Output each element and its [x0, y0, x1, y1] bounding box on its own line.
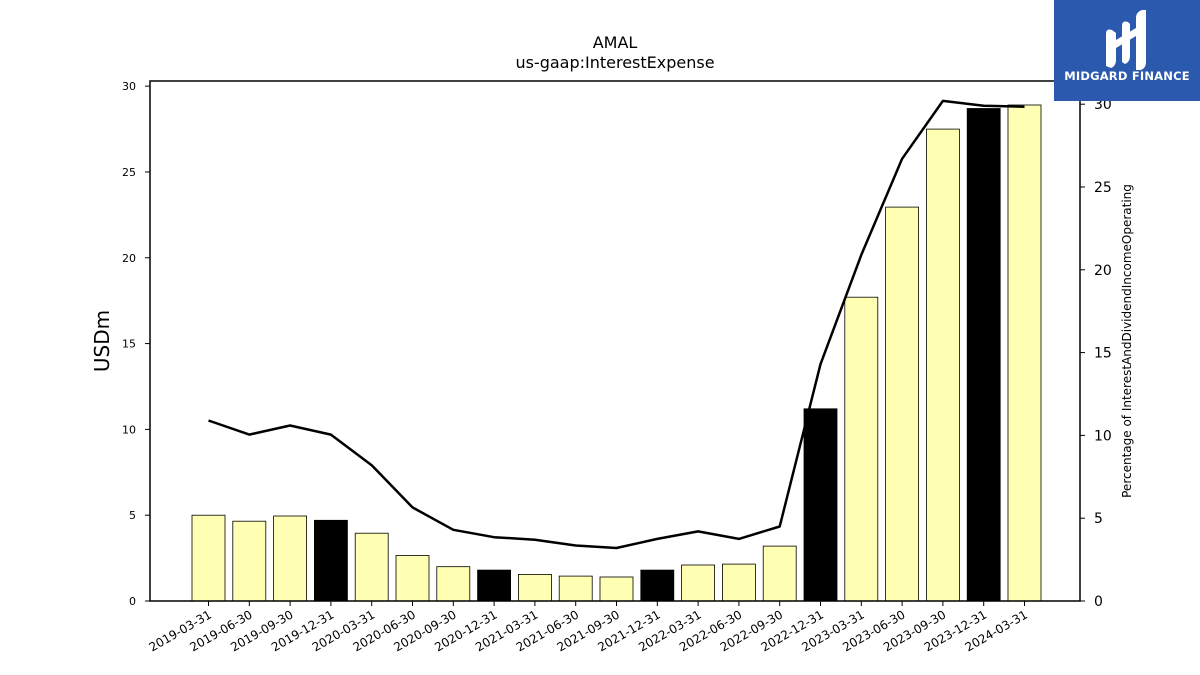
bar-2019-12-31 [313, 519, 348, 602]
right-tick-label: 15 [1094, 346, 1112, 362]
bar-2024-03-31 [1007, 104, 1042, 602]
bar-2019-09-30 [273, 515, 308, 602]
bar-2019-03-31 [191, 514, 226, 602]
chart-title: AMAL [593, 33, 638, 52]
bar-2022-03-31 [681, 564, 715, 602]
y-axis-label: USDm [90, 310, 114, 372]
bar-2021-09-30 [599, 576, 634, 602]
bar-2020-03-31 [354, 532, 389, 602]
left-tick-label: 20 [122, 252, 136, 265]
logo-mark-icon [1106, 10, 1146, 70]
right-tick-label: 5 [1094, 511, 1103, 527]
percentage-line [208, 99, 1025, 550]
bar-2023-03-31 [844, 296, 879, 602]
bar-2023-06-30 [885, 206, 919, 602]
right-tick-label: 10 [1094, 428, 1112, 444]
left-tick-label: 0 [129, 595, 136, 608]
left-tick-label: 25 [122, 166, 136, 179]
left-tick-label: 15 [122, 338, 136, 351]
left-tick-label: 30 [122, 80, 136, 93]
bar-2020-09-30 [436, 566, 471, 602]
right-tick-label: 25 [1094, 180, 1112, 196]
bar-2021-06-30 [558, 575, 593, 602]
bar-2023-09-30 [926, 128, 960, 602]
bar-2020-06-30 [395, 555, 430, 602]
brand-logo: MIDGARD FINANCE [1054, 0, 1200, 101]
chart-subtitle: us-gaap:InterestExpense [515, 53, 714, 72]
y-axis-label-right: Percentage of InterestAndDividendIncomeO… [1120, 184, 1134, 498]
x-axis-ticks: 2019-03-312019-06-302019-09-302019-12-31… [147, 601, 1030, 654]
bar-2019-06-30 [232, 520, 267, 602]
left-tick-label: 10 [122, 423, 136, 436]
left-axis-ticks: 0 5 10 15 20 25 30 [122, 80, 150, 608]
right-tick-label: 30 [1094, 97, 1112, 113]
bar-2021-03-31 [518, 574, 552, 602]
right-axis-ticks: 0 5 10 15 20 25 30 [1080, 97, 1112, 610]
bar-2022-09-30 [762, 545, 797, 602]
plot-frame [149, 80, 1081, 602]
bar-2022-12-31 [803, 408, 838, 602]
right-tick-label: 0 [1094, 594, 1103, 610]
left-tick-label: 5 [129, 509, 136, 522]
bar-2023-12-31 [966, 108, 1001, 602]
bar-series [191, 104, 1042, 602]
bar-2022-06-30 [722, 563, 756, 602]
bar-2020-12-31 [477, 569, 512, 602]
bar-2021-12-31 [640, 569, 675, 602]
logo-text: MIDGARD FINANCE [1064, 69, 1190, 83]
right-tick-label: 20 [1094, 263, 1112, 279]
